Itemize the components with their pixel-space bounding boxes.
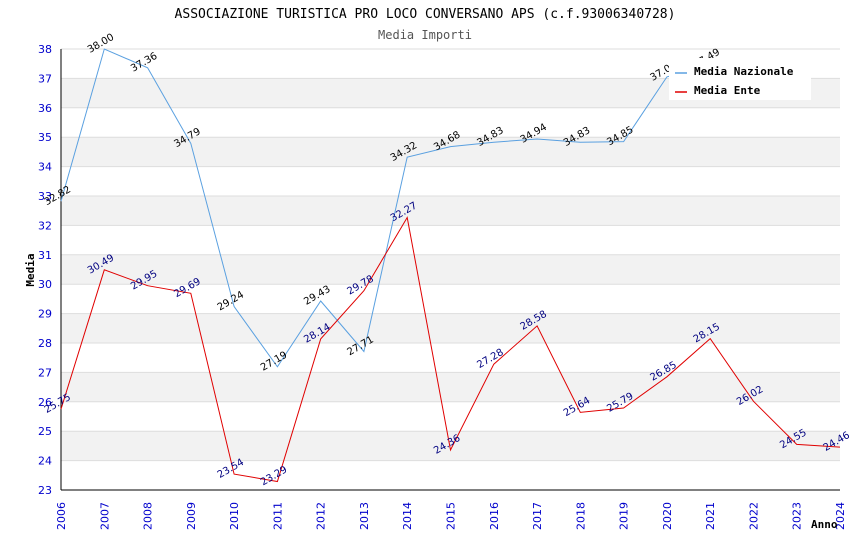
chart-title: ASSOCIAZIONE TURISTICA PRO LOCO CONVERSA… [175,7,676,22]
x-tick-label: 2016 [488,502,501,530]
x-tick-label: 2018 [574,502,587,530]
data-label-nazionale: 27.19 [259,350,289,374]
y-tick-label: 30 [38,278,52,291]
x-tick-label: 2013 [358,502,371,530]
y-tick-label: 36 [38,102,52,115]
y-tick-label: 27 [38,366,52,379]
series-lines [60,48,841,483]
grid-band [61,137,840,167]
y-tick-label: 23 [38,484,52,497]
y-tick-label: 32 [38,219,52,232]
x-axis-label: Anno [811,518,838,531]
x-tick-label: 2010 [228,502,241,530]
y-tick-label: 34 [38,161,52,174]
legend-box [669,58,811,100]
y-axis-ticks: 23 24 25 26 27 28 29 30 31 32 33 34 35 36 37 38 [38,43,52,497]
grid-band [61,431,840,461]
grid-band [61,372,840,402]
y-tick-label: 26 [38,396,52,409]
chart-subtitle: Media Importi [378,28,472,42]
x-tick-label: 2024 [834,502,847,530]
grid-band [61,254,840,285]
y-tick-label: 33 [38,190,52,203]
x-tick-label: 2012 [315,502,328,530]
legend-label-nazionale: Media Nazionale [694,65,794,78]
grid-bands [60,48,840,491]
data-label-nazionale: 29.43 [302,284,332,308]
y-tick-label: 28 [38,337,52,350]
y-tick-label: 31 [38,249,52,262]
x-tick-label: 2009 [185,502,198,530]
y-tick-label: 29 [38,308,52,321]
data-label-ente: 23.29 [259,464,289,488]
y-tick-label: 24 [38,455,52,468]
x-tick-label: 2008 [142,502,155,530]
data-label-nazionale: 37.36 [129,51,159,75]
x-tick-label: 2015 [445,502,458,530]
grid-band [61,313,840,343]
y-tick-label: 37 [38,72,52,85]
grid-band [61,196,840,226]
x-tick-label: 2021 [704,502,717,530]
x-tick-label: 2007 [98,502,111,530]
x-tick-label: 2017 [531,502,544,530]
y-tick-label: 35 [38,131,52,144]
x-tick-label: 2006 [55,502,68,530]
x-tick-label: 2011 [271,502,284,530]
x-tick-label: 2023 [791,502,804,530]
y-tick-label: 25 [38,425,52,438]
data-label-ente: 27.28 [475,347,505,371]
legend-label-ente: Media Ente [694,84,761,97]
x-axis-ticks: 2006 2007 2008 2009 2010 2011 2012 2013 2014 2015… [55,502,847,530]
y-tick-label: 38 [38,43,52,56]
y-axis-label: Media [24,253,37,286]
x-tick-label: 2022 [747,502,760,530]
legend: Media Nazionale Media Ente [669,58,811,100]
x-tick-label: 2019 [618,502,631,530]
series-line-ente [60,216,841,483]
x-tick-label: 2020 [661,502,674,530]
x-tick-label: 2014 [401,502,414,530]
